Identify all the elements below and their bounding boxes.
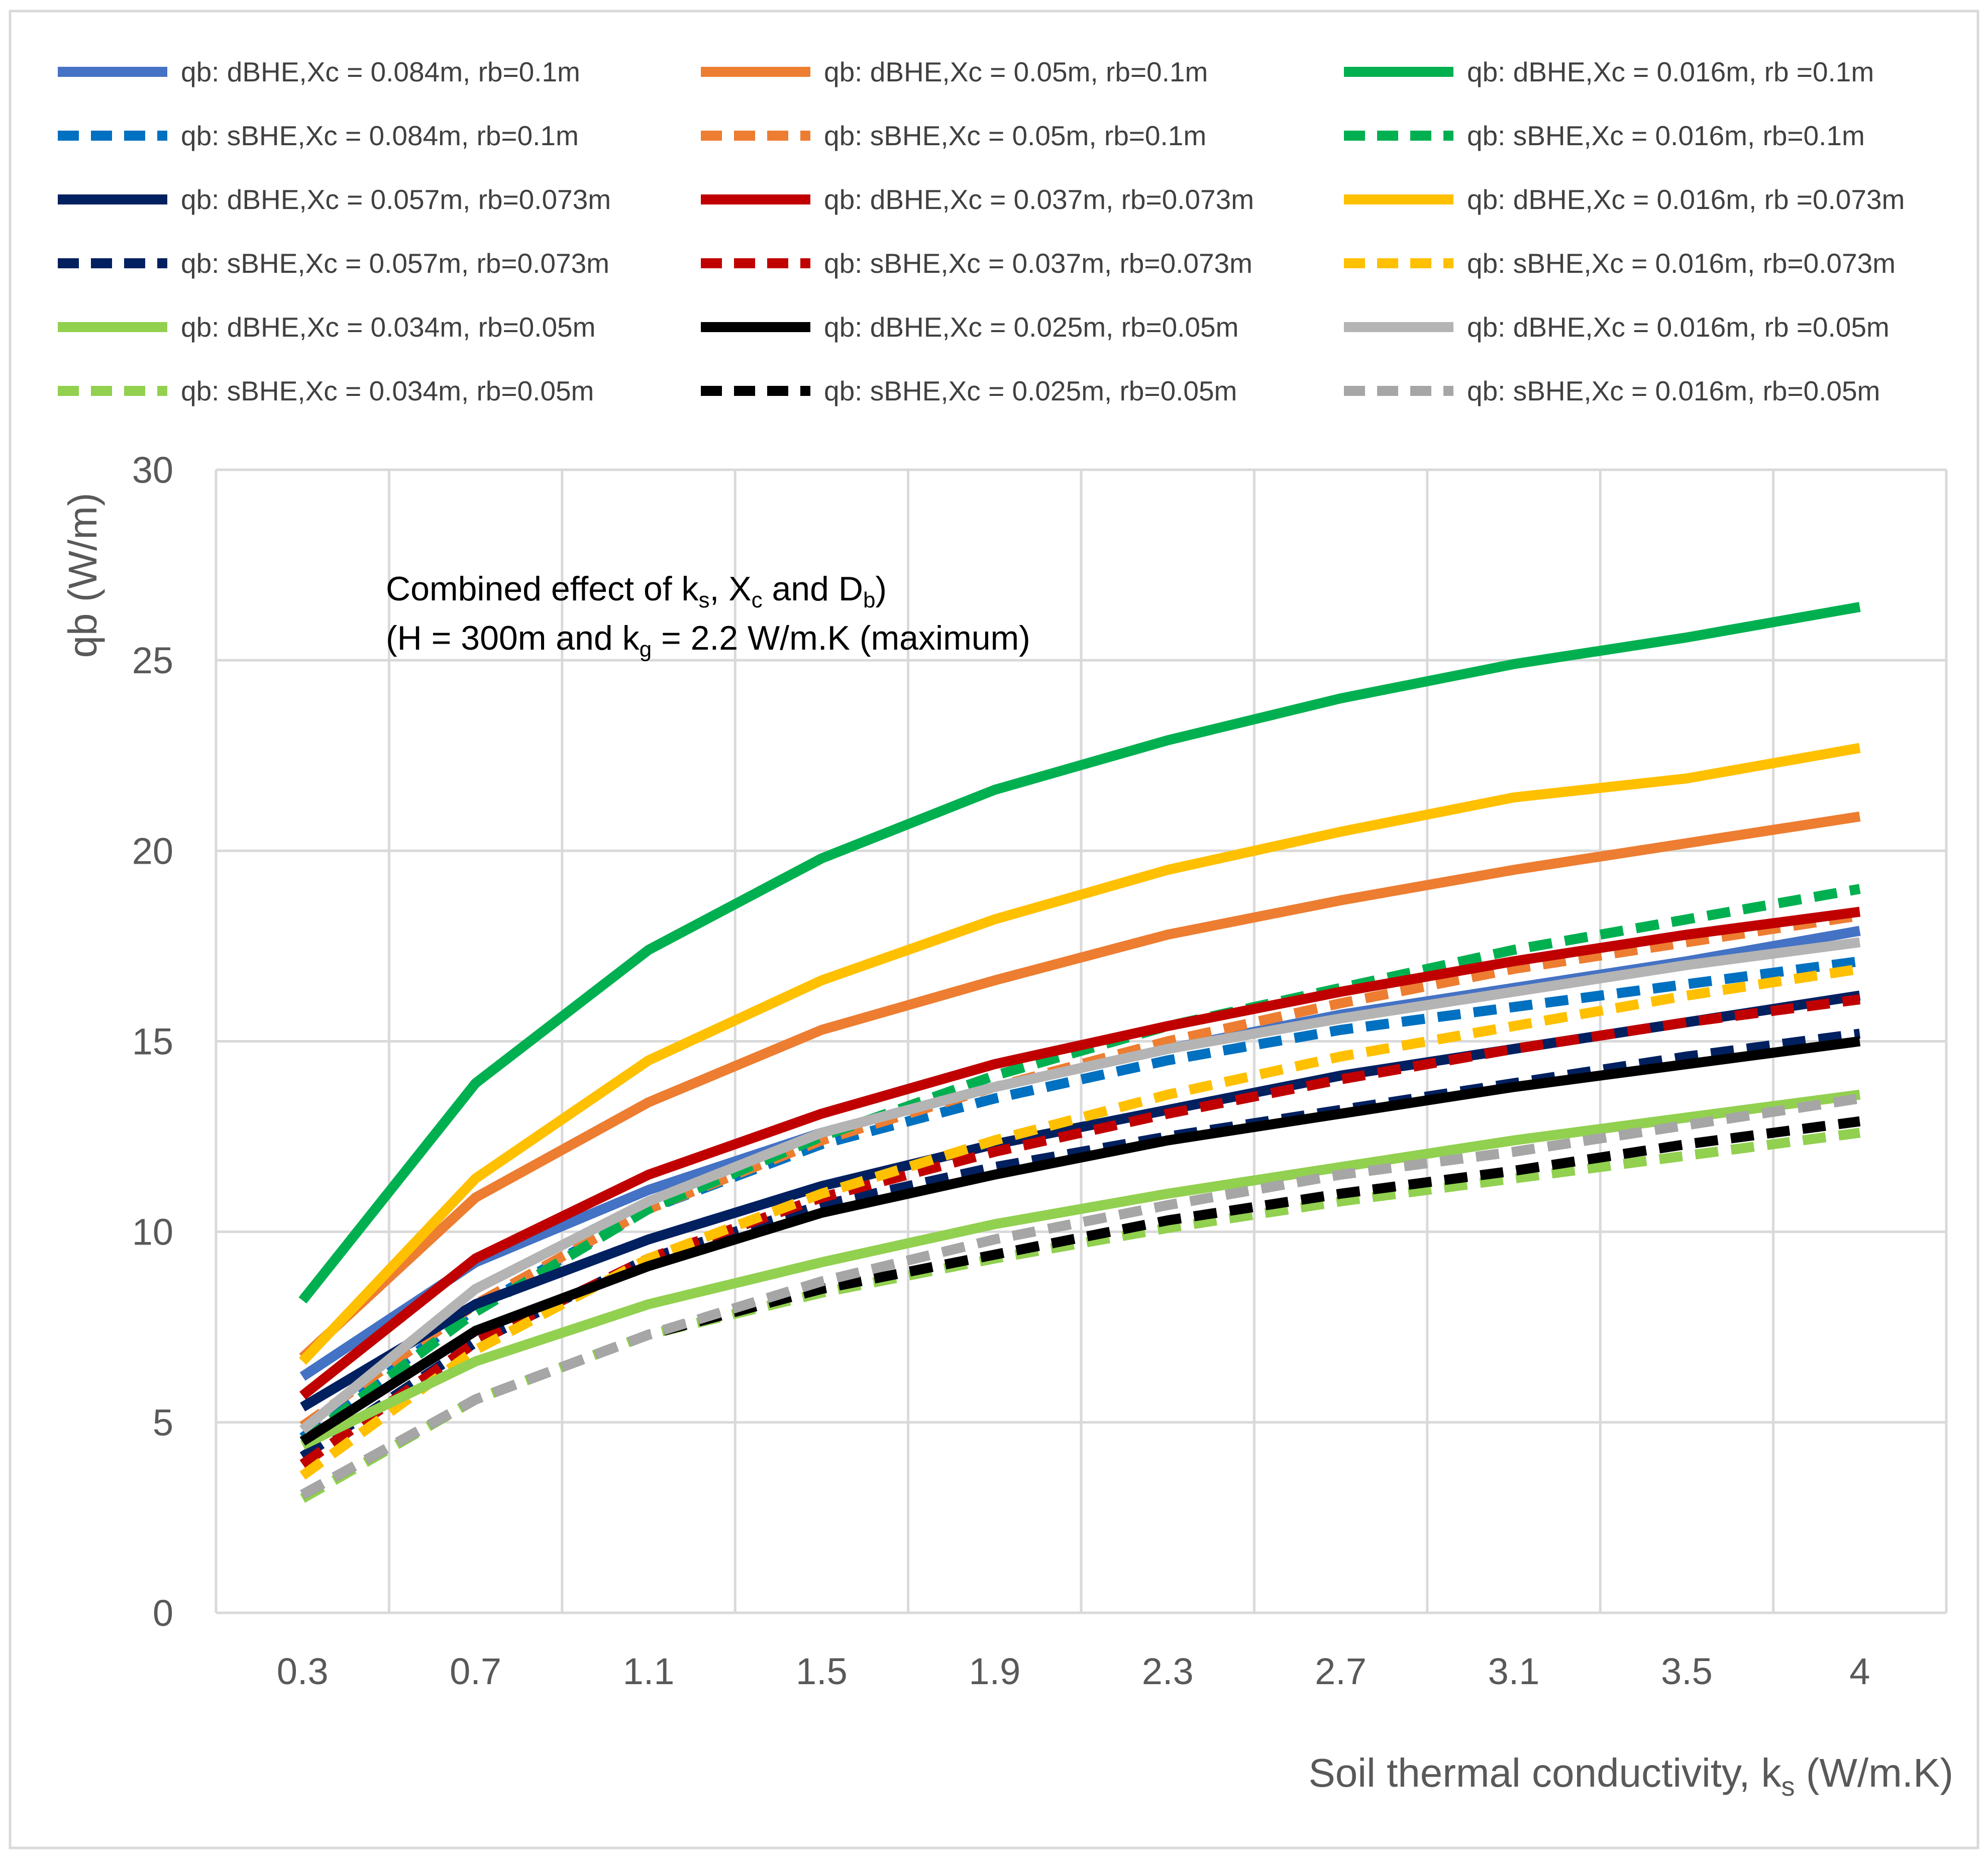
legend-label: qb: dBHE,Xc = 0.016m, rb =0.1m: [1467, 56, 1874, 87]
x-tick-label: 2.7: [1315, 1650, 1367, 1692]
series-line-6: [299, 884, 1861, 1445]
legend-item-10: qb: sBHE,Xc = 0.057m, rb=0.073m: [58, 248, 609, 279]
legend-item-18: qb: sBHE,Xc = 0.016m, rb=0.05m: [1344, 375, 1880, 406]
legend-item-11: qb: sBHE,Xc = 0.037m, rb=0.073m: [701, 248, 1252, 279]
legend-label: qb: dBHE,Xc = 0.025m, rb=0.05m: [824, 312, 1238, 343]
legend-label: qb: dBHE,Xc = 0.016m, rb =0.073m: [1467, 184, 1905, 215]
legend-label: qb: sBHE,Xc = 0.057m, rb=0.073m: [181, 248, 609, 279]
legend-label: qb: sBHE,Xc = 0.05m, rb=0.1m: [824, 120, 1206, 151]
legend-label: qb: dBHE,Xc = 0.034m, rb=0.05m: [181, 312, 595, 343]
legend-item-3: qb: dBHE,Xc = 0.016m, rb =0.1m: [1344, 56, 1874, 87]
legend-item-17: qb: sBHE,Xc = 0.025m, rb=0.05m: [701, 375, 1237, 406]
legend-label: qb: dBHE,Xc = 0.016m, rb =0.05m: [1467, 312, 1890, 343]
legend-item-5: qb: sBHE,Xc = 0.05m, rb=0.1m: [701, 120, 1206, 151]
legend-label: qb: dBHE,Xc = 0.037m, rb=0.073m: [824, 184, 1254, 215]
series-line-14: [299, 1036, 1861, 1446]
y-tick-label: 5: [153, 1402, 173, 1443]
y-tick-label: 30: [132, 449, 173, 491]
chart-frame: [9, 10, 1979, 1849]
y-tick-label: 0: [153, 1592, 173, 1634]
legend-item-8: qb: dBHE,Xc = 0.037m, rb=0.073m: [701, 184, 1254, 215]
annotation-line-2: (H = 300m and kg = 2.2 W/m.K (maximum): [386, 619, 1030, 662]
x-tick-label: 0.3: [277, 1650, 329, 1692]
x-axis-title-main: Soil thermal conductivity, k: [1308, 1750, 1782, 1795]
series-line-9: [298, 743, 1861, 1365]
x-tick-label: 3.1: [1488, 1650, 1540, 1692]
y-tick-label: 25: [132, 640, 173, 681]
x-tick-label: 1.9: [969, 1650, 1020, 1692]
x-tick-label: 1.5: [796, 1650, 848, 1692]
y-tick-label: 20: [132, 830, 173, 872]
legend-item-2: qb: dBHE,Xc = 0.05m, rb=0.1m: [701, 56, 1208, 87]
y-axis-title: qb (W/m): [60, 493, 105, 658]
legend-label: qb: dBHE,Xc = 0.05m, rb=0.1m: [824, 56, 1208, 87]
legend-item-4: qb: sBHE,Xc = 0.084m, rb=0.1m: [58, 120, 579, 151]
series-line-5: [299, 910, 1861, 1430]
legend-item-9: qb: dBHE,Xc = 0.016m, rb =0.073m: [1344, 184, 1905, 215]
series-lines: [298, 602, 1861, 1503]
series-line-18: [300, 1093, 1861, 1499]
x-tick-label: 0.7: [450, 1650, 501, 1692]
legend-item-7: qb: dBHE,Xc = 0.057m, rb=0.073m: [58, 184, 611, 215]
x-axis-ticks: 0.3 0.7 1.1 1.5 1.9 2.3 2.7 3.1 3.5 4: [277, 1650, 1870, 1692]
y-tick-label: 15: [132, 1021, 173, 1063]
legend-label: qb: sBHE,Xc = 0.016m, rb=0.1m: [1467, 120, 1865, 151]
legend-label: qb: sBHE,Xc = 0.025m, rb=0.05m: [824, 375, 1237, 406]
legend-item-14: qb: dBHE,Xc = 0.025m, rb=0.05m: [701, 312, 1238, 343]
series-line-2: [299, 811, 1861, 1362]
series-line-13: [300, 1089, 1861, 1450]
legend-item-13: qb: dBHE,Xc = 0.034m, rb=0.05m: [58, 312, 595, 343]
x-axis-title-subscript: s: [1782, 1772, 1795, 1802]
y-axis-ticks: 0 5 10 15 20 25 30: [132, 449, 173, 1634]
series-line-8: [299, 906, 1861, 1400]
legend-label: qb: sBHE,Xc = 0.034m, rb=0.05m: [181, 375, 594, 406]
legend-item-16: qb: sBHE,Xc = 0.034m, rb=0.05m: [58, 375, 594, 406]
legend-item-6: qb: sBHE,Xc = 0.016m, rb=0.1m: [1344, 120, 1865, 151]
legend-label: qb: sBHE,Xc = 0.037m, rb=0.073m: [824, 248, 1252, 279]
series-line-3: [298, 602, 1861, 1304]
series-line-12: [299, 964, 1861, 1480]
annotation-line-1: Combined effect of ks, Xc and Db): [386, 570, 887, 612]
legend-label: qb: sBHE,Xc = 0.016m, rb=0.05m: [1467, 375, 1880, 406]
legend-item-12: qb: sBHE,Xc = 0.016m, rb=0.073m: [1344, 248, 1896, 279]
legend-label: qb: sBHE,Xc = 0.084m, rb=0.1m: [181, 120, 579, 151]
legend-label: qb: dBHE,Xc = 0.057m, rb=0.073m: [181, 184, 611, 215]
chart-annotation: Combined effect of ks, Xc and Db) (H = 3…: [386, 570, 1030, 662]
x-axis-title-units: (W/m.K): [1795, 1750, 1953, 1795]
legend-item-1: qb: dBHE,Xc = 0.084m, rb=0.1m: [58, 56, 580, 87]
y-tick-label: 10: [132, 1211, 173, 1253]
legend-label: qb: dBHE,Xc = 0.084m, rb=0.1m: [181, 56, 580, 87]
x-tick-label: 1.1: [623, 1650, 675, 1692]
x-tick-label: 2.3: [1142, 1650, 1194, 1692]
x-tick-label: 3.5: [1661, 1650, 1713, 1692]
legend: qb: dBHE,Xc = 0.084m, rb=0.1m qb: dBHE,Xc…: [58, 56, 1905, 406]
x-tick-label: 4: [1849, 1650, 1870, 1692]
legend-item-15: qb: dBHE,Xc = 0.016m, rb =0.05m: [1344, 312, 1890, 343]
series-line-4: [299, 956, 1861, 1442]
legend-label: qb: sBHE,Xc = 0.016m, rb=0.073m: [1467, 248, 1896, 279]
series-line-15: [299, 937, 1861, 1434]
x-axis-title: Soil thermal conductivity, ks (W/m.K): [1308, 1750, 1953, 1802]
